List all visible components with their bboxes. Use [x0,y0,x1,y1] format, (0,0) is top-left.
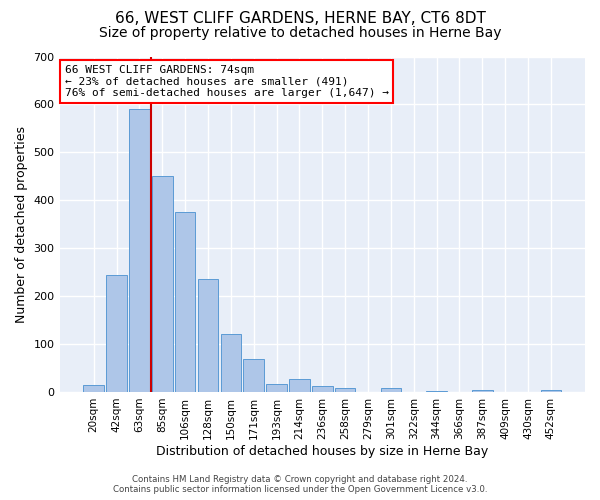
Bar [198,280,218,392]
Bar [129,109,150,392]
Text: 66, WEST CLIFF GARDENS, HERNE BAY, CT6 8DT: 66, WEST CLIFF GARDENS, HERNE BAY, CT6 8… [115,11,485,26]
X-axis label: Distribution of detached houses by size in Herne Bay: Distribution of detached houses by size … [156,444,488,458]
Bar [221,334,241,392]
Text: Contains HM Land Registry data © Crown copyright and database right 2024.
Contai: Contains HM Land Registry data © Crown c… [113,474,487,494]
Bar [312,386,332,392]
Bar [289,378,310,392]
Text: 66 WEST CLIFF GARDENS: 74sqm
← 23% of detached houses are smaller (491)
76% of s: 66 WEST CLIFF GARDENS: 74sqm ← 23% of de… [65,65,389,98]
Bar [541,390,561,392]
Bar [335,388,355,392]
Bar [426,391,447,392]
Bar [83,385,104,392]
Bar [472,390,493,392]
Bar [380,388,401,392]
Bar [175,212,196,392]
Bar [152,176,173,392]
Bar [266,384,287,392]
Bar [106,274,127,392]
Y-axis label: Number of detached properties: Number of detached properties [15,126,28,322]
Text: Size of property relative to detached houses in Herne Bay: Size of property relative to detached ho… [99,26,501,40]
Bar [244,360,264,392]
